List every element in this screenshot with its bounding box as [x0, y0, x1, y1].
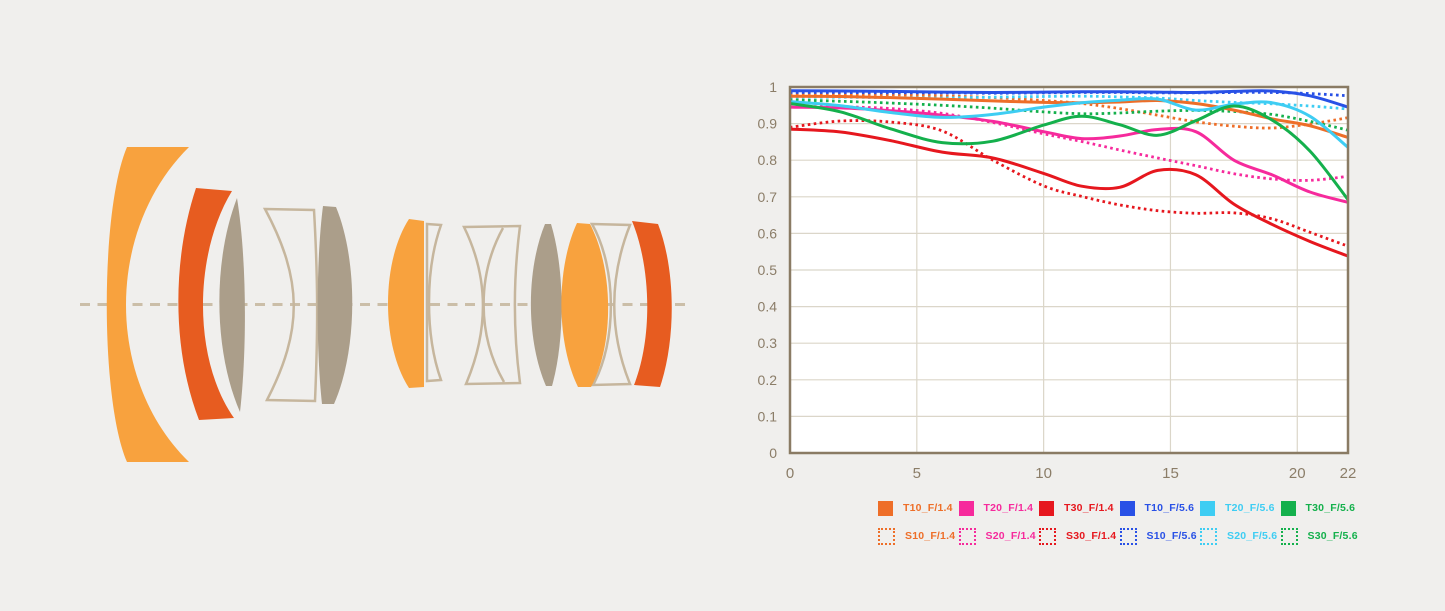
- y-tick-label: 0.6: [758, 225, 778, 241]
- curve-T30_F/1.4: [790, 127, 1348, 258]
- y-tick-label: 0.3: [758, 335, 778, 351]
- curve-S20_F/1.4: [790, 105, 1348, 182]
- chart-legend: T10_F/1.4 T20_F/1.4 T30_F/1.4 T10_F/5.6 T20_…: [878, 494, 1361, 550]
- lens-element-11: [589, 222, 632, 387]
- curve-T10_F/5.6: [790, 89, 1348, 109]
- solid-swatch-icon: [1039, 500, 1054, 516]
- y-tick-label: 0.2: [758, 372, 778, 388]
- x-tick-label: 5: [913, 465, 921, 482]
- legend-item-S20_F/5.6: S20_F/5.6: [1200, 527, 1281, 545]
- legend-label: S20_F/1.4: [985, 530, 1036, 542]
- x-tick-label: 15: [1162, 465, 1179, 482]
- y-tick-label: 0.9: [758, 116, 778, 132]
- lens-element-8: [462, 224, 522, 386]
- legend-item-S30_F/5.6: S30_F/5.6: [1280, 527, 1362, 545]
- dotted-swatch-icon: [1119, 527, 1137, 545]
- lens-element-9: [530, 224, 562, 386]
- lens-diagram: [80, 147, 690, 462]
- curve-T20_F/1.4: [790, 105, 1348, 204]
- legend-item-T10_F/5.6: T10_F/5.6: [1119, 500, 1201, 516]
- y-tick-label: 0.8: [758, 152, 778, 168]
- legend-label: T20_F/1.4: [983, 502, 1034, 514]
- legend-item-S10_F/1.4: S10_F/1.4: [878, 527, 959, 545]
- dotted-swatch-icon: [878, 527, 895, 545]
- x-tick-label: 0: [786, 465, 794, 482]
- curve-S10_F/1.4: [790, 92, 1348, 130]
- legend-label: S30_F/5.6: [1307, 530, 1358, 542]
- legend-label: S10_F/5.6: [1146, 530, 1197, 542]
- legend-item-T30_F/5.6: T30_F/5.6: [1280, 500, 1362, 516]
- lens-element-4: [262, 207, 319, 403]
- legend-label: T30_F/1.4: [1064, 502, 1114, 514]
- lens-element-8-cemented-surface: [482, 227, 506, 383]
- y-tick-label: 0.4: [758, 299, 778, 315]
- legend-label: T30_F/5.6: [1305, 502, 1356, 514]
- solid-swatch-icon: [1200, 500, 1215, 516]
- lens-element-7: [425, 222, 443, 383]
- mtf-chart: 00.10.20.30.40.50.60.70.80.910 5 10 15 20 22: [758, 79, 1357, 482]
- dotted-swatch-icon: [1039, 527, 1056, 545]
- x-tick-label: 20: [1289, 465, 1306, 482]
- legend-item-S30_F/1.4: S30_F/1.4: [1039, 527, 1120, 545]
- lens-element-6: [388, 219, 424, 388]
- x-tick-label: 22: [1340, 465, 1357, 482]
- solid-swatch-icon: [1119, 500, 1135, 516]
- lens-element-10: [561, 223, 609, 387]
- lens-element-3: [219, 198, 245, 412]
- legend-label: S30_F/1.4: [1066, 530, 1117, 542]
- legend-item-T30_F/1.4: T30_F/1.4: [1039, 500, 1120, 516]
- legend-label: T10_F/5.6: [1144, 502, 1195, 514]
- dotted-swatch-icon: [958, 527, 976, 545]
- lens-element-12: [632, 221, 672, 387]
- legend-label: S20_F/5.6: [1227, 530, 1278, 542]
- x-tick-label: 10: [1035, 465, 1052, 482]
- legend-item-T10_F/1.4: T10_F/1.4: [878, 500, 959, 516]
- curve-T20_F/5.6: [790, 96, 1348, 149]
- legend-item-T20_F/5.6: T20_F/5.6: [1200, 500, 1281, 516]
- y-tick-label: 0: [769, 445, 777, 461]
- legend-label: T20_F/5.6: [1225, 502, 1275, 514]
- plot-border: [788, 85, 1350, 455]
- solid-swatch-icon: [1280, 500, 1296, 516]
- legend-label: T10_F/1.4: [903, 502, 953, 514]
- curve-T30_F/5.6: [790, 102, 1348, 201]
- legend-item-T20_F/1.4: T20_F/1.4: [958, 500, 1040, 516]
- dotted-swatch-icon: [1280, 527, 1298, 545]
- dotted-swatch-icon: [1200, 527, 1217, 545]
- lens-element-2: [178, 188, 234, 420]
- curves: [790, 89, 1348, 258]
- y-tick-label: 1: [769, 79, 777, 95]
- legend-item-S10_F/5.6: S10_F/5.6: [1119, 527, 1201, 545]
- lens-element-5: [317, 206, 353, 404]
- legend-item-S20_F/1.4: S20_F/1.4: [958, 527, 1040, 545]
- y-tick-label: 0.7: [758, 189, 778, 205]
- y-tick-label: 0.1: [758, 408, 778, 424]
- legend-label: S10_F/1.4: [905, 530, 956, 542]
- solid-swatch-icon: [878, 500, 893, 516]
- lens-element-1: [106, 147, 189, 462]
- solid-swatch-icon: [958, 500, 974, 516]
- y-tick-label: 0.5: [758, 262, 778, 278]
